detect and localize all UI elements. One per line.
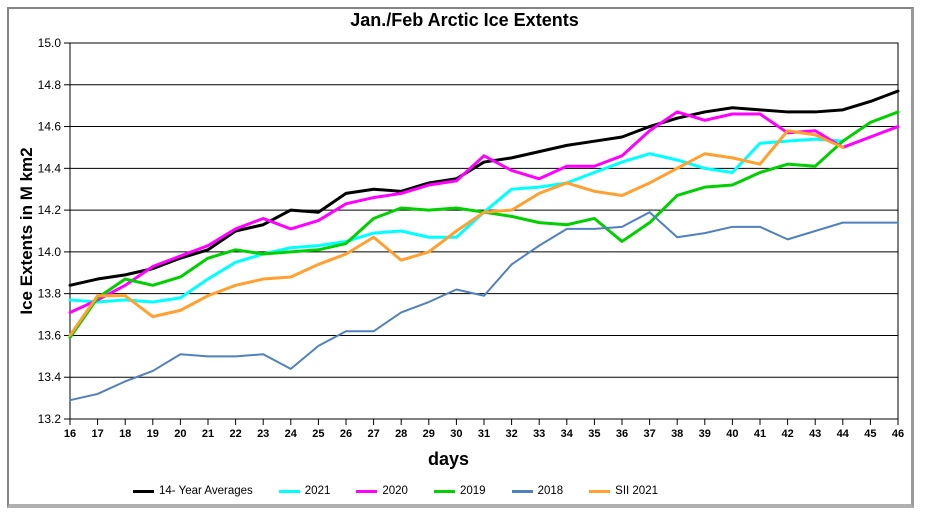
legend-label: 2020 <box>382 485 408 497</box>
x-tick-label: 26 <box>340 428 352 440</box>
x-tick-label: 28 <box>395 428 407 440</box>
x-tick-label: 27 <box>367 428 379 440</box>
x-tick-label: 16 <box>64 428 76 440</box>
plot-border <box>69 42 899 420</box>
y-tick-label: 14.2 <box>38 203 62 217</box>
x-tick-label: 33 <box>533 428 545 440</box>
y-tick-label: 14.8 <box>38 78 62 92</box>
chart-title: Jan./Feb Arctic Ice Extents <box>350 10 579 30</box>
chart-frame <box>7 7 914 508</box>
y-tick-label: 13.2 <box>38 412 62 426</box>
x-tick-label: 30 <box>450 428 462 440</box>
legend-swatch <box>356 489 378 493</box>
legend-item-3: 2019 <box>433 485 486 497</box>
legend: 14- Year Averages 2021 2020 2019 2018 SII 202… <box>133 485 658 497</box>
x-tick-label: 43 <box>809 428 821 440</box>
series-line-5 <box>68 129 845 337</box>
x-tick-label: 45 <box>864 428 876 440</box>
series-line-4 <box>69 211 899 402</box>
y-tick-label: 13.8 <box>38 287 62 301</box>
x-tick-label: 40 <box>726 428 738 440</box>
x-tick-label: 32 <box>505 428 517 440</box>
x-tick-label: 18 <box>119 428 131 440</box>
x-tick-label: 19 <box>147 428 159 440</box>
legend-item-2: 2020 <box>356 485 408 497</box>
legend-swatch <box>511 489 533 493</box>
legend-item-4: 2018 <box>511 485 564 497</box>
x-tick-label: 24 <box>285 428 298 440</box>
legend-label: 2018 <box>537 485 564 497</box>
y-tick-label: 15.0 <box>38 36 62 50</box>
x-tick-label: 17 <box>91 428 103 440</box>
x-tick-label: 41 <box>754 428 766 440</box>
x-tick-label: 21 <box>202 428 214 440</box>
legend-label: SII 2021 <box>615 485 658 497</box>
x-tick-label: 42 <box>781 428 793 440</box>
y-tick-label: 13.4 <box>38 370 62 384</box>
y-tick-label: 14.0 <box>38 245 62 259</box>
series-line-2 <box>68 110 900 314</box>
x-tick-label: 38 <box>671 428 683 440</box>
x-tick-label: 31 <box>478 428 490 440</box>
legend-label: 2021 <box>304 485 331 497</box>
x-tick-label: 25 <box>312 428 324 440</box>
y-tick-label: 14.4 <box>38 161 62 175</box>
legend-item-0: 14- Year Averages <box>133 485 253 497</box>
x-tick-label: 35 <box>588 428 600 440</box>
series-line-1 <box>68 137 845 304</box>
series-line-0 <box>68 89 900 287</box>
legend-swatch <box>133 489 154 493</box>
legend-item-1: 2021 <box>278 485 331 497</box>
x-tick-label: 22 <box>229 428 241 440</box>
x-tick-label: 29 <box>423 428 435 440</box>
x-tick-label: 37 <box>643 428 655 440</box>
legend-swatch <box>278 489 300 493</box>
x-tick-label: 36 <box>616 428 628 440</box>
y-tick-label: 14.6 <box>38 120 62 134</box>
legend-swatch <box>433 489 455 493</box>
legend-item-5: SII 2021 <box>589 485 658 497</box>
legend-label: 2019 <box>459 485 486 497</box>
legend-swatch <box>589 489 611 493</box>
x-tick-label: 20 <box>174 428 186 440</box>
legend-label: 14- Year Averages <box>159 485 253 497</box>
x-tick-label: 23 <box>257 428 269 440</box>
x-tick-label: 39 <box>699 428 711 440</box>
x-axis-title: days <box>428 449 470 469</box>
x-tick-label: 46 <box>892 428 904 440</box>
x-tick-label: 34 <box>561 428 574 440</box>
y-tick-label: 13.6 <box>38 328 62 342</box>
x-tick-label: 44 <box>837 428 850 440</box>
